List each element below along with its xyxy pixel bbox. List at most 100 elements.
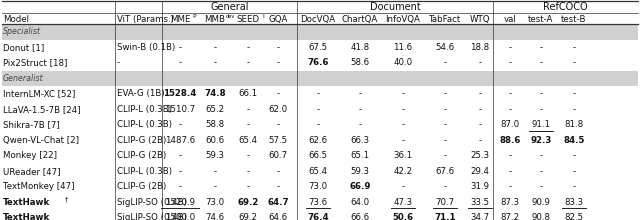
Text: 31.9: 31.9 (470, 182, 490, 191)
Text: 87.2: 87.2 (500, 213, 520, 220)
Text: -: - (213, 182, 216, 191)
Text: -: - (479, 105, 481, 114)
Text: -: - (213, 43, 216, 52)
Text: -: - (246, 43, 250, 52)
Text: -: - (401, 89, 404, 98)
Text: -: - (276, 89, 280, 98)
Text: 64.0: 64.0 (351, 198, 369, 207)
Text: -: - (444, 89, 447, 98)
Text: 82.5: 82.5 (564, 213, 584, 220)
Text: -: - (572, 105, 575, 114)
Text: 40.0: 40.0 (394, 58, 413, 67)
Text: -: - (276, 182, 280, 191)
Text: test-A: test-A (528, 15, 554, 24)
Text: 87.0: 87.0 (500, 120, 520, 129)
Text: 73.6: 73.6 (308, 198, 328, 207)
Text: 67.5: 67.5 (308, 43, 328, 52)
Text: 65.4: 65.4 (239, 136, 257, 145)
Text: 1500.0: 1500.0 (165, 213, 195, 220)
Text: 74.8: 74.8 (204, 89, 226, 98)
Text: 1528.4: 1528.4 (163, 89, 196, 98)
Text: -: - (479, 89, 481, 98)
Text: 64.6: 64.6 (268, 213, 287, 220)
Text: 65.2: 65.2 (205, 105, 225, 114)
Text: 66.9: 66.9 (349, 182, 371, 191)
Text: ChartQA: ChartQA (342, 15, 378, 24)
Text: -: - (246, 105, 250, 114)
Text: InfoVQA: InfoVQA (385, 15, 420, 24)
Text: 54.6: 54.6 (435, 43, 454, 52)
Text: -: - (401, 136, 404, 145)
Text: -: - (508, 167, 511, 176)
Text: 11.6: 11.6 (394, 43, 413, 52)
Text: -: - (179, 58, 182, 67)
Text: -: - (508, 182, 511, 191)
Text: Donut [1]: Donut [1] (3, 43, 44, 52)
Text: -: - (508, 105, 511, 114)
Text: -: - (540, 43, 543, 52)
Text: 58.6: 58.6 (351, 58, 369, 67)
Text: -: - (444, 182, 447, 191)
Text: LLaVA-1.5-7B [24]: LLaVA-1.5-7B [24] (3, 105, 81, 114)
Text: 36.1: 36.1 (394, 151, 413, 160)
Text: 1510.7: 1510.7 (165, 105, 195, 114)
Text: -: - (508, 89, 511, 98)
Text: -: - (246, 58, 250, 67)
Text: MMB: MMB (205, 15, 225, 24)
Text: -: - (179, 167, 182, 176)
Text: -: - (508, 58, 511, 67)
Text: -: - (572, 151, 575, 160)
Text: -: - (246, 167, 250, 176)
Text: 66.1: 66.1 (239, 89, 257, 98)
Text: -: - (179, 182, 182, 191)
Text: -: - (508, 43, 511, 52)
Text: 88.6: 88.6 (499, 136, 521, 145)
Text: -: - (276, 58, 280, 67)
Text: -: - (572, 89, 575, 98)
Text: -: - (358, 89, 362, 98)
Text: -: - (213, 167, 216, 176)
Text: -: - (179, 43, 182, 52)
Text: -: - (444, 120, 447, 129)
Text: CLIP-G (2B): CLIP-G (2B) (117, 151, 166, 160)
Text: -: - (540, 58, 543, 67)
Text: 65.1: 65.1 (351, 151, 369, 160)
Text: UReader [47]: UReader [47] (3, 167, 61, 176)
Text: SigLIP-SO (0.4B): SigLIP-SO (0.4B) (117, 213, 187, 220)
Text: -: - (276, 167, 280, 176)
Text: -: - (179, 120, 182, 129)
Text: -: - (179, 151, 182, 160)
Text: -: - (540, 105, 543, 114)
Text: 64.7: 64.7 (267, 198, 289, 207)
Text: 71.1: 71.1 (435, 213, 456, 220)
Text: General: General (211, 2, 249, 12)
Text: -: - (276, 120, 280, 129)
Text: -: - (479, 58, 481, 67)
Text: 60.7: 60.7 (268, 151, 287, 160)
Text: -: - (444, 136, 447, 145)
Text: -: - (246, 120, 250, 129)
Text: CLIP-L (0.3B): CLIP-L (0.3B) (117, 120, 172, 129)
Text: Shikra-7B [7]: Shikra-7B [7] (3, 120, 60, 129)
Text: -: - (316, 89, 319, 98)
Text: DocVQA: DocVQA (300, 15, 335, 24)
Text: -: - (508, 151, 511, 160)
Text: 41.8: 41.8 (351, 43, 369, 52)
Text: TabFact: TabFact (429, 15, 461, 24)
Text: -: - (401, 105, 404, 114)
Text: 84.5: 84.5 (563, 136, 585, 145)
Text: -: - (479, 120, 481, 129)
Text: Monkey [22]: Monkey [22] (3, 151, 57, 160)
Text: Swin-B (0.1B): Swin-B (0.1B) (117, 43, 175, 52)
Text: 74.6: 74.6 (205, 213, 225, 220)
Text: 29.4: 29.4 (470, 167, 490, 176)
Text: Qwen-VL-Chat [2]: Qwen-VL-Chat [2] (3, 136, 79, 145)
Text: -: - (572, 58, 575, 67)
Text: 87.3: 87.3 (500, 198, 520, 207)
Text: -: - (479, 136, 481, 145)
Text: 73.0: 73.0 (205, 198, 225, 207)
Text: -: - (540, 89, 543, 98)
Text: -: - (540, 182, 543, 191)
Text: CLIP-L (0.3B): CLIP-L (0.3B) (117, 105, 172, 114)
Text: dev: dev (226, 14, 236, 19)
